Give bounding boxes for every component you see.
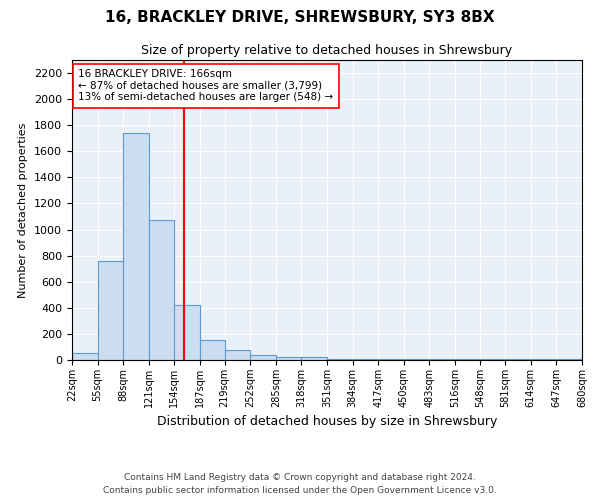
Bar [123, 133, 149, 360]
X-axis label: Distribution of detached houses by size in Shrewsbury: Distribution of detached houses by size … [157, 416, 497, 428]
Y-axis label: Number of detached properties: Number of detached properties [19, 122, 28, 298]
Text: 16, BRACKLEY DRIVE, SHREWSBURY, SY3 8BX: 16, BRACKLEY DRIVE, SHREWSBURY, SY3 8BX [105, 10, 495, 25]
Bar [175, 305, 200, 360]
Title: Size of property relative to detached houses in Shrewsbury: Size of property relative to detached ho… [142, 44, 512, 58]
Bar [98, 261, 123, 360]
Bar [301, 358, 327, 360]
Bar [72, 354, 98, 360]
Text: 16 BRACKLEY DRIVE: 166sqm
← 87% of detached houses are smaller (3,799)
13% of se: 16 BRACKLEY DRIVE: 166sqm ← 87% of detac… [78, 69, 334, 102]
Bar [327, 359, 353, 360]
Text: Contains HM Land Registry data © Crown copyright and database right 2024.
Contai: Contains HM Land Registry data © Crown c… [103, 474, 497, 495]
Bar [200, 340, 224, 360]
Bar [276, 356, 301, 360]
Bar [250, 355, 276, 360]
Bar [149, 220, 175, 360]
Bar [224, 350, 250, 360]
